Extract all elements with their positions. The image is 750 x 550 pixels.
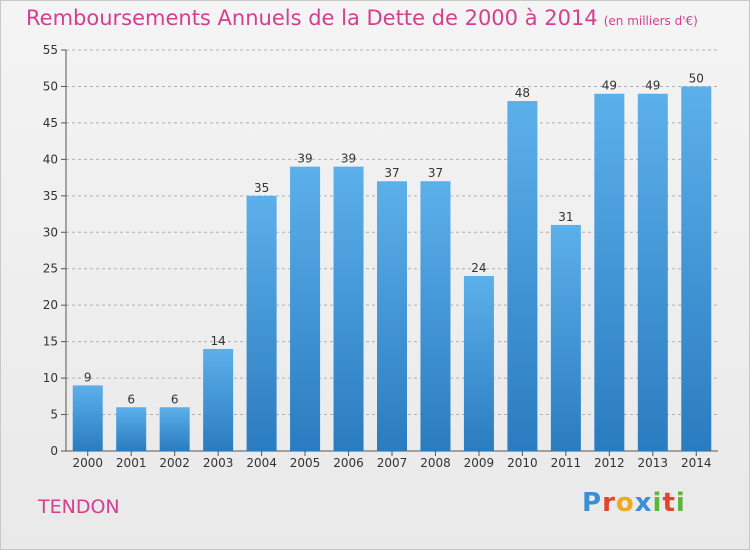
chart-subtitle: (en milliers d'€): [603, 14, 698, 28]
data-label: 37: [428, 166, 443, 180]
bar: [420, 181, 451, 451]
data-label: 9: [84, 370, 92, 384]
x-tick-label: 2010: [507, 456, 538, 470]
logo-letter: P: [582, 488, 603, 518]
bar: [333, 166, 364, 451]
x-tick-label: 2009: [464, 456, 495, 470]
chart-title: Remboursements Annuels de la Dette de 20…: [26, 6, 698, 30]
bar: [290, 166, 321, 451]
y-tick-label: 30: [43, 225, 58, 239]
y-tick-label: 0: [50, 444, 58, 458]
bar: [377, 181, 407, 451]
bar: [637, 93, 668, 451]
y-tick-label: 5: [50, 408, 58, 422]
x-tick-label: 2000: [72, 456, 103, 470]
x-tick-label: 2011: [551, 456, 582, 470]
data-label: 49: [602, 79, 617, 93]
bar: [594, 93, 625, 451]
x-tick-label: 2014: [681, 456, 712, 470]
y-tick-label: 25: [43, 262, 58, 276]
bar: [72, 385, 103, 451]
bars: [72, 86, 712, 452]
bar: [463, 276, 494, 451]
data-label: 39: [297, 152, 312, 166]
bar: [550, 224, 581, 451]
data-label: 48: [515, 86, 530, 100]
data-label: 14: [210, 334, 225, 348]
y-tick-label: 40: [43, 152, 58, 166]
x-tick-label: 2012: [594, 456, 625, 470]
data-label: 24: [471, 261, 486, 275]
x-tick-label: 2007: [377, 456, 408, 470]
logo-letter: x: [634, 488, 653, 518]
proxiti-logo: Proxiti: [582, 488, 686, 518]
y-tick-label: 50: [43, 79, 58, 93]
y-tick-label: 45: [43, 116, 58, 130]
x-tick-label: 2004: [246, 456, 277, 470]
data-label: 37: [384, 166, 399, 180]
y-tick-label: 20: [43, 298, 58, 312]
logo-letter: i: [652, 488, 663, 518]
chart-title-text: Remboursements Annuels de la Dette de 20…: [26, 6, 598, 30]
data-label: 6: [171, 392, 179, 406]
bar: [203, 348, 234, 451]
data-label: 6: [127, 392, 135, 406]
x-tick-label: 2013: [638, 456, 669, 470]
bar: [159, 407, 190, 451]
y-tick-label: 10: [43, 371, 58, 385]
x-tick-label: 2002: [159, 456, 190, 470]
bar: [246, 195, 277, 451]
x-tick-label: 2006: [333, 456, 364, 470]
commune-name: TENDON: [38, 496, 120, 518]
data-label: 39: [341, 152, 356, 166]
x-tick-label: 2008: [420, 456, 451, 470]
y-tick-label: 15: [43, 335, 58, 349]
logo-letter: r: [602, 488, 616, 518]
bar: [116, 407, 147, 451]
logo-letter: i: [675, 488, 686, 518]
logo-letter: o: [615, 488, 635, 518]
logo-letter: t: [662, 488, 676, 518]
data-labels: 9 6 6 14 35 39 39 37 37 24 48 31 49 49 50: [84, 71, 704, 406]
data-label: 49: [645, 79, 660, 93]
y-tick-label: 55: [43, 43, 58, 57]
data-label: 31: [558, 210, 573, 224]
bar: [681, 86, 712, 452]
bar: [507, 101, 538, 451]
data-label: 35: [254, 181, 269, 195]
x-tick-label: 2001: [116, 456, 147, 470]
x-tick-label: 2003: [203, 456, 234, 470]
y-tick-label: 35: [43, 189, 58, 203]
data-label: 50: [689, 71, 704, 85]
x-tick-label: 2005: [290, 456, 321, 470]
